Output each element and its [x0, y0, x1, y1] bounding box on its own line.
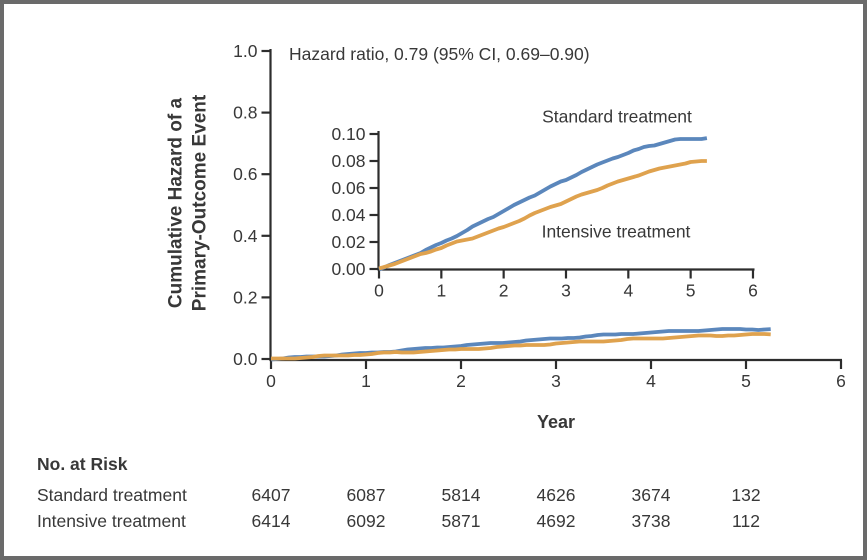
risk-value: 5814 — [441, 485, 481, 505]
risk-value: 132 — [731, 485, 761, 505]
risk-value: 3738 — [631, 511, 671, 531]
intensive-treatment-curve — [271, 332, 771, 361]
hazard-ratio-annotation: Hazard ratio, 0.79 (95% CI, 0.69–0.90) — [289, 44, 590, 64]
x-axis-title: Year — [536, 412, 576, 432]
y-tick-label: 0.2 — [233, 287, 257, 307]
risk-value: 6407 — [251, 485, 291, 505]
x-tick-label: 1 — [436, 281, 446, 301]
intensive-treatment-label: Intensive treatment — [541, 221, 691, 242]
risk-value: 6092 — [346, 511, 386, 531]
standard-treatment-curve — [378, 136, 708, 272]
risk-table-header: No. at Risk — [37, 454, 128, 474]
x-tick-label: 0 — [374, 281, 384, 301]
intensive-treatment-curve — [378, 159, 707, 271]
chart-canvas: 0.0 0.2 0.4 0.6 0.8 1.0 0 1 2 3 4 5 6 0.00 0.02 0.04 0.0… — [233, 41, 846, 391]
risk-value: 4692 — [536, 511, 576, 531]
risk-value: 112 — [732, 511, 760, 531]
x-tick-label: 0 — [266, 371, 276, 391]
x-tick-label: 5 — [741, 371, 751, 391]
x-tick-label: 2 — [499, 281, 509, 301]
x-tick-label: 2 — [456, 371, 466, 391]
x-tick-label: 6 — [836, 371, 846, 391]
x-tick-label: 3 — [561, 281, 571, 301]
y-tick-label: 0.0 — [233, 349, 258, 369]
risk-row-label-intensive: Intensive treatment — [37, 511, 186, 531]
y-tick-label: 0.4 — [233, 226, 258, 246]
y-tick-label: 0.04 — [331, 205, 365, 225]
y-tick-label: 0.10 — [331, 124, 365, 144]
y-tick-label: 0.08 — [331, 151, 365, 171]
x-tick-label: 1 — [361, 371, 371, 391]
y-tick-label: 0.6 — [233, 164, 257, 184]
y-tick-label: 0.8 — [233, 103, 257, 123]
risk-value: 5871 — [441, 511, 481, 531]
y-tick-label: 0.02 — [331, 232, 365, 252]
y-axis-title-line1: Cumulative Hazard of a — [165, 97, 187, 309]
risk-row-label-standard: Standard treatment — [37, 485, 187, 505]
risk-value: 6087 — [346, 485, 386, 505]
risk-value: 4626 — [536, 485, 576, 505]
x-tick-label: 4 — [646, 371, 656, 391]
y-tick-label: 1.0 — [233, 41, 258, 61]
x-tick-label: 4 — [623, 281, 633, 301]
y-tick-label: 0.06 — [331, 178, 365, 198]
x-tick-label: 3 — [551, 371, 561, 391]
y-tick-label: 0.00 — [331, 259, 365, 279]
x-tick-label: 5 — [686, 281, 696, 301]
x-tick-label: 6 — [748, 281, 758, 301]
risk-value: 3674 — [631, 485, 671, 505]
standard-treatment-label: Standard treatment — [542, 106, 692, 127]
y-axis-title-line2: Primary-Outcome Event — [189, 94, 210, 312]
risk-value: 6414 — [251, 511, 291, 531]
